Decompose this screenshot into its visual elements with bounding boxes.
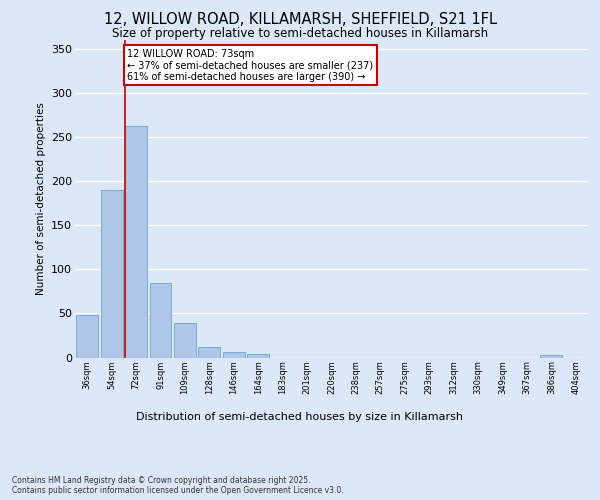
Bar [76, 315, 98, 358]
Bar [199, 347, 220, 358]
Bar [247, 354, 269, 358]
Bar [223, 352, 245, 358]
Bar [149, 284, 172, 358]
Y-axis label: Number of semi-detached properties: Number of semi-detached properties [35, 102, 46, 295]
Bar [174, 323, 196, 358]
Bar [125, 126, 147, 358]
Bar [101, 190, 122, 358]
Text: Contains HM Land Registry data © Crown copyright and database right 2025.
Contai: Contains HM Land Registry data © Crown c… [12, 476, 344, 495]
Bar [541, 355, 562, 358]
Text: 12, WILLOW ROAD, KILLAMARSH, SHEFFIELD, S21 1FL: 12, WILLOW ROAD, KILLAMARSH, SHEFFIELD, … [104, 12, 497, 28]
Text: 12 WILLOW ROAD: 73sqm
← 37% of semi-detached houses are smaller (237)
61% of sem: 12 WILLOW ROAD: 73sqm ← 37% of semi-deta… [127, 49, 373, 82]
Text: Size of property relative to semi-detached houses in Killamarsh: Size of property relative to semi-detach… [112, 28, 488, 40]
Text: Distribution of semi-detached houses by size in Killamarsh: Distribution of semi-detached houses by … [137, 412, 464, 422]
